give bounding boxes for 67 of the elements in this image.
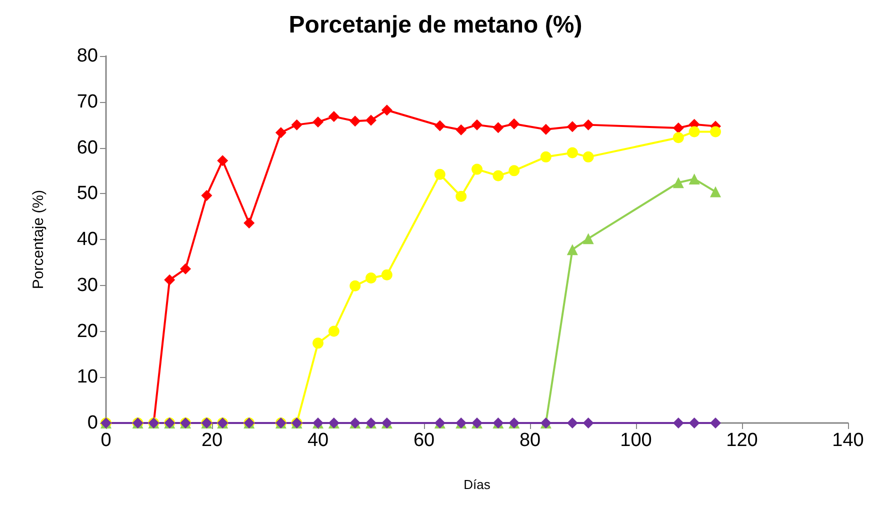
x-tick-label: 0 — [100, 430, 112, 451]
point — [582, 233, 594, 244]
point — [275, 127, 286, 138]
point — [688, 173, 700, 184]
point — [381, 104, 392, 116]
point — [244, 217, 255, 228]
y-tick-label: 30 — [76, 274, 98, 296]
point — [164, 274, 176, 286]
point — [350, 116, 361, 127]
point — [582, 418, 594, 428]
point — [540, 151, 552, 162]
point — [201, 190, 212, 201]
y-tick-label: 50 — [76, 183, 98, 204]
point — [672, 177, 684, 188]
point — [508, 118, 520, 130]
x-tick-label: 20 — [201, 430, 223, 451]
y-tick-label: 80 — [76, 46, 98, 66]
point — [434, 168, 446, 180]
point — [328, 111, 340, 122]
point — [312, 116, 324, 128]
point — [328, 326, 340, 337]
point — [472, 164, 482, 175]
point — [472, 119, 482, 130]
point — [217, 155, 228, 166]
point — [381, 269, 392, 280]
y-tick-label: 10 — [76, 366, 98, 388]
y-tick-label: 70 — [76, 91, 98, 112]
point — [672, 122, 684, 134]
x-tick-label: 100 — [620, 430, 652, 451]
point — [456, 124, 467, 136]
point — [566, 147, 578, 158]
y-tick-label: 20 — [76, 320, 98, 342]
point — [312, 338, 324, 349]
point — [566, 418, 578, 428]
point — [492, 170, 504, 182]
point — [291, 119, 302, 130]
x-tick-label: 120 — [726, 430, 758, 451]
point — [566, 244, 578, 256]
x-tick-label: 40 — [307, 430, 329, 451]
point — [582, 119, 594, 130]
point — [710, 186, 721, 198]
point — [566, 121, 578, 132]
y-tick-label: 60 — [76, 137, 98, 158]
point — [492, 122, 504, 134]
point — [456, 190, 467, 202]
point — [672, 418, 684, 428]
point — [508, 165, 520, 176]
x-tick-label: 60 — [413, 430, 435, 451]
point — [688, 126, 700, 138]
y-tick-label: 40 — [76, 229, 98, 250]
point — [366, 272, 376, 284]
x-axis-title: Días — [464, 477, 491, 492]
chart-title: Porcetanje de metano (%) — [288, 12, 582, 38]
point — [672, 132, 684, 144]
point — [366, 114, 376, 126]
point — [582, 151, 594, 162]
y-axis-title: Porcentaje (%) — [30, 190, 47, 290]
point — [710, 126, 721, 138]
x-tick-label: 140 — [832, 430, 864, 451]
x-tick-label: 80 — [519, 430, 541, 451]
point — [540, 124, 552, 135]
y-tick-label: 0 — [87, 412, 98, 434]
point — [710, 418, 721, 428]
point — [350, 280, 361, 292]
point — [180, 263, 191, 274]
point — [688, 418, 700, 428]
point — [434, 120, 446, 132]
